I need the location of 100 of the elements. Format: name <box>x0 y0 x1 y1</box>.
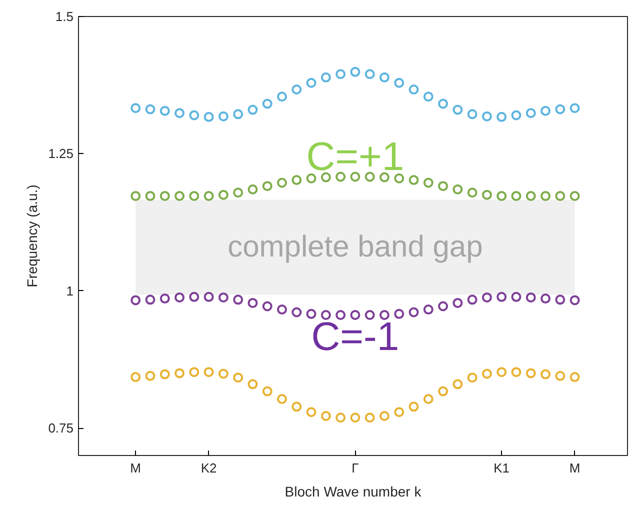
point <box>496 112 507 122</box>
point <box>189 292 200 302</box>
point <box>262 98 272 109</box>
x-tick-label: K1 <box>494 460 510 476</box>
point <box>467 109 478 120</box>
point <box>336 310 346 320</box>
point <box>218 368 228 379</box>
point <box>160 106 170 116</box>
point <box>540 190 551 201</box>
point <box>438 181 448 192</box>
point <box>452 184 463 194</box>
point <box>320 310 331 320</box>
point <box>394 173 404 184</box>
point <box>526 292 536 302</box>
point <box>570 190 580 201</box>
point <box>555 104 566 114</box>
y-tick-label: 1.5 <box>55 9 74 24</box>
point <box>496 292 507 302</box>
point <box>218 190 228 200</box>
point <box>145 104 156 114</box>
point <box>320 72 331 82</box>
point <box>482 111 492 122</box>
point <box>555 294 566 305</box>
annotation: C=-1 <box>311 314 400 359</box>
point <box>174 368 185 378</box>
point <box>233 294 244 305</box>
point <box>394 407 404 418</box>
point <box>452 104 463 115</box>
point <box>379 172 390 182</box>
point <box>336 172 346 182</box>
point <box>555 370 566 381</box>
x-tick-label: M <box>130 460 142 476</box>
point <box>467 372 478 383</box>
annotation: C=+1 <box>306 134 404 179</box>
point <box>540 294 551 304</box>
point <box>496 367 507 378</box>
point <box>364 310 375 320</box>
point <box>204 292 214 302</box>
point <box>570 295 580 306</box>
point <box>350 66 360 77</box>
point <box>482 190 492 200</box>
point <box>306 308 316 319</box>
band-label: complete band gap <box>228 230 483 264</box>
point <box>160 294 170 304</box>
point <box>276 178 287 188</box>
point <box>350 310 360 320</box>
x-tick-label: K2 <box>200 460 217 476</box>
x-tick-label: M <box>569 460 580 476</box>
point <box>145 294 156 305</box>
point <box>276 304 287 315</box>
point <box>145 370 156 381</box>
point <box>189 190 200 201</box>
point <box>423 178 434 188</box>
point <box>364 412 375 423</box>
point <box>160 369 170 380</box>
point <box>467 188 478 198</box>
point <box>526 190 536 201</box>
point <box>438 301 448 312</box>
point <box>540 369 551 380</box>
point <box>350 412 360 423</box>
y-axis-title: Frequency (a.u.) <box>24 184 40 288</box>
point <box>570 103 580 114</box>
point <box>262 386 272 396</box>
point <box>233 188 244 198</box>
point <box>467 294 478 305</box>
point <box>130 295 141 306</box>
point <box>336 412 346 423</box>
point <box>350 172 360 182</box>
point <box>145 190 156 201</box>
point <box>174 190 185 201</box>
point <box>364 69 375 80</box>
point <box>189 367 200 378</box>
point <box>364 172 375 182</box>
point <box>276 92 287 102</box>
point <box>408 175 419 186</box>
point <box>189 110 200 120</box>
point <box>452 298 463 308</box>
point <box>262 301 272 312</box>
point <box>160 190 170 201</box>
point <box>482 292 492 302</box>
point <box>408 402 419 412</box>
point <box>511 190 522 201</box>
point <box>482 368 492 379</box>
point <box>248 298 258 308</box>
x-tick-label: Γ <box>352 460 359 476</box>
point <box>394 78 404 88</box>
point <box>423 394 434 404</box>
point <box>130 103 141 114</box>
point <box>130 372 141 382</box>
point <box>379 310 390 320</box>
point <box>292 175 302 186</box>
point <box>438 386 448 396</box>
point <box>540 106 551 116</box>
point <box>570 372 580 382</box>
point <box>555 190 566 201</box>
x-axis-title: Bloch Wave number k <box>284 484 422 500</box>
point <box>306 78 316 88</box>
point <box>379 72 390 82</box>
point <box>262 181 272 192</box>
point <box>174 292 185 302</box>
